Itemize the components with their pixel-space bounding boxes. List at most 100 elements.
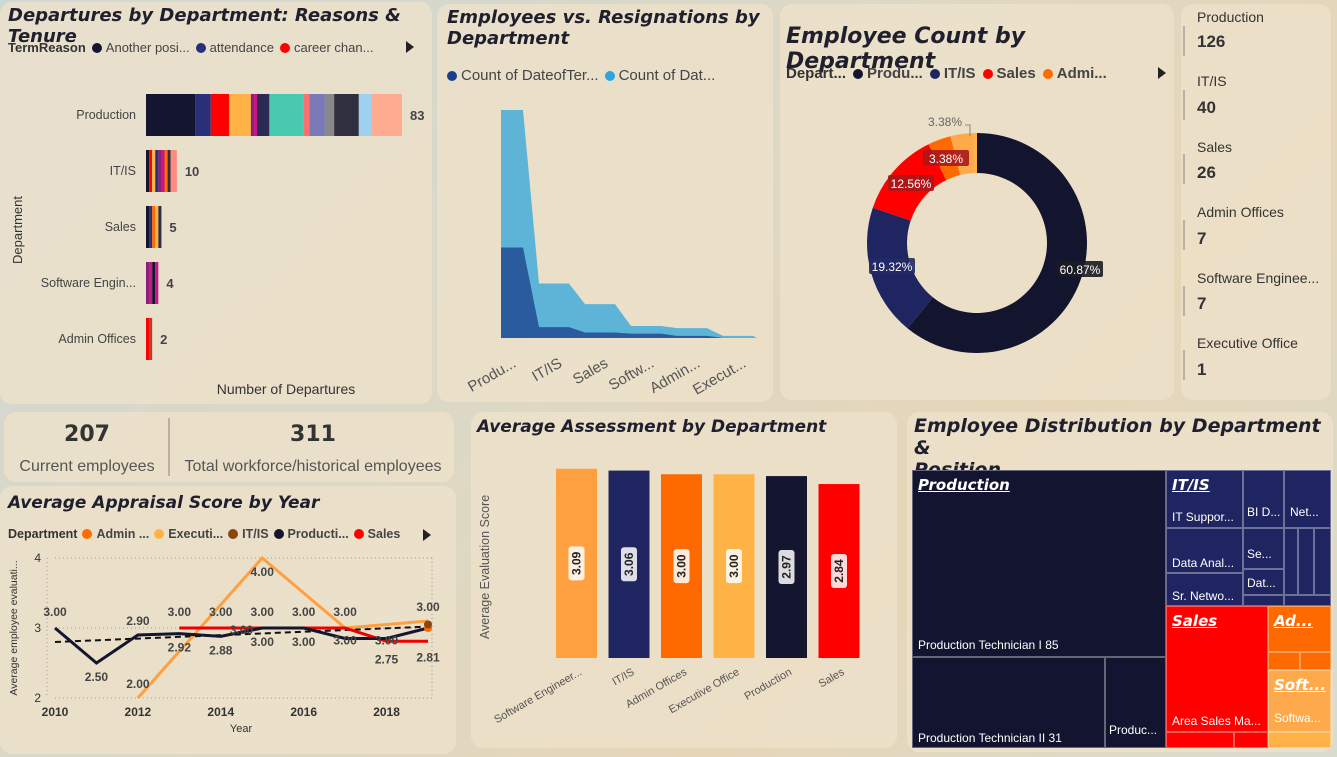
bar-segment[interactable] (155, 262, 159, 304)
bar-segment[interactable] (152, 150, 156, 192)
bar-segment[interactable] (155, 150, 159, 192)
legend-item[interactable]: Sales (982, 65, 1036, 82)
area-series-terminated[interactable] (501, 247, 757, 338)
line-series[interactable] (54, 626, 429, 665)
y-tick-label: Sales (105, 220, 136, 234)
bar-segment[interactable] (155, 206, 159, 248)
bar-segment[interactable] (149, 150, 153, 192)
treemap-node-itis-small[interactable] (1298, 528, 1314, 595)
treemap-node-production-tech2[interactable]: Production Technician II 31 (912, 657, 1105, 748)
treemap-node-sales-small[interactable] (1234, 732, 1268, 748)
bar-segment[interactable] (167, 150, 171, 192)
departures-xlabel: Number of Departures (217, 381, 356, 397)
legend-label: Executi... (168, 527, 224, 541)
x-tick-label: Produ... (465, 355, 519, 396)
data-label: 2.50 (85, 670, 109, 684)
treemap-node-it-support[interactable]: IT/IS IT Suppor... (1166, 470, 1243, 528)
y-tick-label: 4 (34, 551, 41, 565)
bar-segment[interactable] (358, 94, 372, 136)
bar-segment[interactable] (257, 94, 270, 136)
treemap-node-production-tech1[interactable]: Production Production Technician I 85 (912, 470, 1166, 657)
legend-dot (1042, 68, 1053, 79)
data-label: 3.00 (230, 623, 254, 637)
treemap-node-se[interactable]: Se... (1243, 528, 1284, 569)
bar-segment[interactable] (161, 150, 165, 192)
treemap-node-itis-small[interactable] (1314, 528, 1331, 595)
legend-item[interactable]: Another posi... (91, 40, 190, 55)
bar-segment[interactable] (152, 206, 156, 248)
bar-segment[interactable] (170, 150, 177, 192)
donut-slice[interactable] (973, 133, 977, 174)
bar-segment[interactable] (149, 206, 153, 248)
treemap-node-executive[interactable] (1268, 732, 1331, 748)
legend-item[interactable]: Admin ... (82, 527, 149, 541)
treemap-node-production-other[interactable]: Produc... (1105, 657, 1166, 748)
treemap-node-itis-small[interactable] (1284, 528, 1298, 595)
treemap-node-dat[interactable]: Dat... (1243, 569, 1284, 595)
bar-segment[interactable] (146, 206, 150, 248)
bar-segment[interactable] (146, 262, 150, 304)
bar-segment[interactable] (253, 94, 258, 136)
bar-segment[interactable] (146, 318, 150, 360)
legend-title: Depart... (786, 65, 847, 82)
bar-segment[interactable] (324, 94, 335, 136)
legend-item[interactable]: IT/IS (929, 65, 976, 82)
bar-segment[interactable] (229, 94, 251, 136)
legend-item[interactable]: Executi... (154, 527, 223, 541)
bar-segment[interactable] (309, 94, 325, 136)
legend-item[interactable]: Produ... (853, 65, 923, 82)
treemap-node-sr-network[interactable]: Sr. Netwo... (1166, 573, 1243, 606)
legend-item[interactable]: career chan... (279, 40, 373, 55)
treemap-node-data-analyst[interactable]: Data Anal... (1166, 528, 1243, 573)
x-tick-label: 2010 (42, 705, 69, 719)
treemap-node-bi[interactable]: BI D... (1243, 470, 1284, 528)
donut-slice[interactable] (907, 133, 1087, 353)
bar-segment[interactable] (149, 262, 153, 304)
bar-segment[interactable] (158, 150, 162, 192)
legend-item[interactable]: attendance (195, 40, 274, 55)
legend-item[interactable]: Producti... (273, 527, 349, 541)
bar-segment[interactable] (152, 262, 156, 304)
treemap-node-admin[interactable]: Ad... (1268, 606, 1331, 652)
line-point[interactable] (424, 620, 432, 629)
treemap-node-admin-small[interactable] (1268, 652, 1300, 670)
bar-segment[interactable] (269, 94, 304, 136)
bar-segment[interactable] (210, 94, 230, 136)
bar-segment[interactable] (158, 206, 162, 248)
legend-next-arrow-icon[interactable] (423, 529, 431, 541)
treemap-node-itis-small[interactable] (1243, 595, 1284, 606)
treemap-node-admin-small[interactable] (1300, 652, 1331, 670)
legend-item[interactable]: Count of DateofTer... (447, 67, 599, 84)
treemap-node-area-sales[interactable]: Sales Area Sales Ma... (1166, 606, 1268, 732)
legend-item[interactable]: IT/IS (228, 527, 269, 541)
bar-segment[interactable] (146, 150, 150, 192)
bar-segment[interactable] (149, 318, 153, 360)
bar-segment[interactable] (334, 94, 359, 136)
legend-label: Sales (367, 527, 401, 541)
treemap-node-itis-small[interactable] (1284, 595, 1331, 606)
bar-segment[interactable] (146, 94, 196, 136)
treemap-node-net[interactable]: Net... (1284, 470, 1331, 528)
bar-total-label: 10 (185, 164, 199, 179)
card-value: 26 (1197, 163, 1216, 182)
donut-leader-line (965, 124, 971, 136)
legend-item[interactable]: Admi... (1042, 65, 1107, 82)
donut-value-label: 19.32% (872, 260, 913, 274)
bar-segment[interactable] (164, 150, 168, 192)
bar-segment[interactable] (303, 94, 310, 136)
legend-next-arrow-icon[interactable] (1158, 67, 1166, 79)
treemap-node-software[interactable]: Soft... Softwa... (1268, 670, 1331, 732)
legend-next-arrow-icon[interactable] (406, 41, 414, 53)
legend-item[interactable]: Sales (353, 527, 401, 541)
bar-segment[interactable] (250, 94, 254, 136)
data-label: 2.90 (126, 614, 150, 628)
legend-item[interactable]: Count of Dat... (604, 67, 715, 84)
bar-segment[interactable] (371, 94, 402, 136)
data-label: 2.92 (168, 641, 192, 655)
treemap-area: Production Production Technician I 85 Pr… (912, 470, 1331, 748)
treemap-node-sales-small[interactable] (1166, 732, 1234, 748)
kpi-total-value: 311 (290, 422, 336, 447)
data-label: 3.00 (292, 635, 316, 649)
bar-segment[interactable] (195, 94, 211, 136)
area-series-total[interactable] (501, 110, 757, 338)
